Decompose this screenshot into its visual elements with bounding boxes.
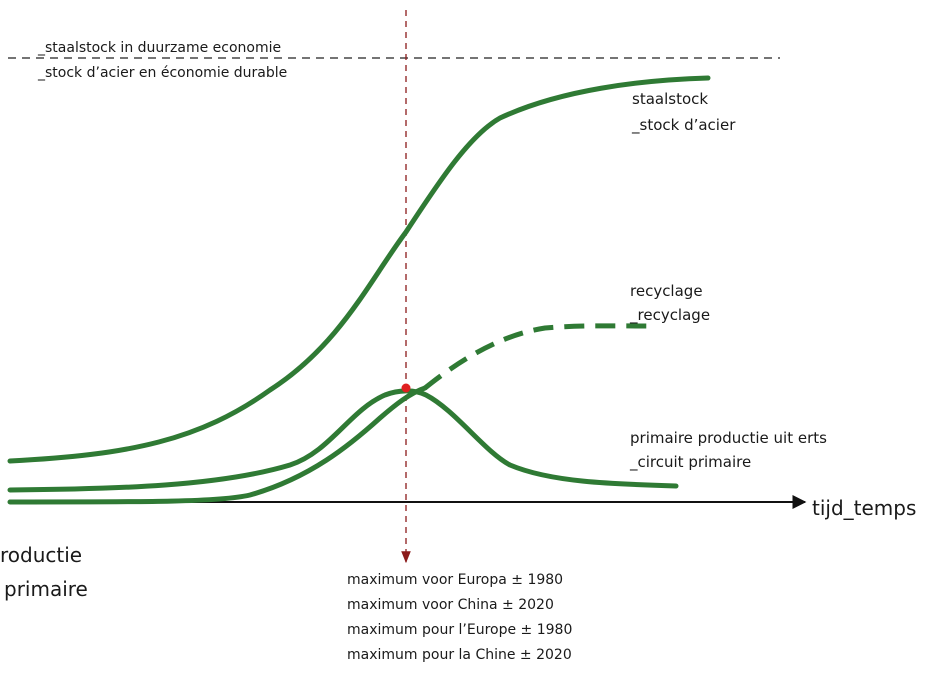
- label-sustainable-fr: _stock d’acier en économie durable: [37, 65, 287, 81]
- label-left-cut-1: roductie: [0, 543, 82, 567]
- label-time-axis: tijd_temps: [812, 496, 916, 520]
- label-max-europa-nl: maximum voor Europa ± 1980: [347, 572, 563, 588]
- label-left-cut-2: primaire: [4, 577, 88, 601]
- label-sustainable-nl: _staalstock in duurzame economie: [37, 40, 281, 56]
- label-primary-nl: primaire productie uit erts: [630, 429, 827, 447]
- peak-dot: [401, 383, 411, 393]
- primary-production-curve: [7, 388, 679, 493]
- label-max-china-nl: maximum voor China ± 2020: [347, 597, 554, 613]
- recycling-curve-solid: [7, 385, 428, 505]
- label-primary-fr: _circuit primaire: [629, 453, 751, 472]
- label-recycling-fr: _recyclage: [629, 306, 710, 325]
- label-max-europe-fr: maximum pour l’Europe ± 1980: [347, 622, 572, 638]
- label-recycling-nl: recyclage: [630, 282, 703, 300]
- label-stock-nl: staalstock: [632, 90, 708, 108]
- label-stock-fr: _stock d’acier: [631, 116, 736, 135]
- recycling-curve-dashed: [423, 323, 649, 390]
- label-max-chine-fr: maximum pour la Chine ± 2020: [347, 647, 572, 663]
- steel-stock-curve: [7, 75, 711, 464]
